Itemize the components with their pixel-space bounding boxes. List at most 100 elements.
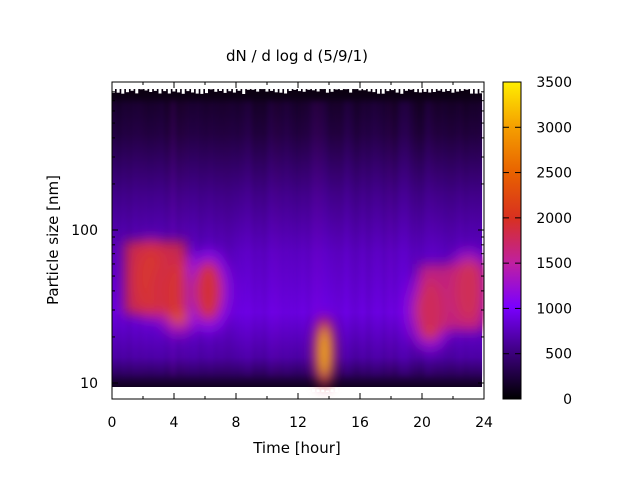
heatmap-streak [307,100,310,377]
heatmap-streak [225,100,229,377]
heatmap-edge-top [386,89,390,92]
heatmap-edge-top [177,89,181,93]
heatmap-edge-bottom [437,389,441,392]
colorbar-tick-label: 2000 [536,211,572,227]
heatmap-edge-bottom [367,388,371,392]
heatmap-streak [480,100,484,377]
y-tick-label: 10 [80,376,98,392]
x-axis-label: Time [hour] [252,439,341,457]
heatmap-streak [388,100,392,377]
heatmap-streak [139,100,142,377]
heatmap-edge-top [298,89,301,92]
heatmap-streak [345,100,348,377]
heatmap-streak [133,100,137,377]
heatmap-edge-top [358,89,362,91]
heatmap-streak [247,100,251,377]
heatmap-edge-bottom [195,388,199,392]
heatmap-edge-top [335,89,339,90]
heatmap-streak [323,100,327,377]
heatmap-streak [437,100,440,377]
heatmap-edge-bottom [200,389,204,392]
heatmap-edge-top [363,89,367,91]
heatmap-edge-bottom [153,389,157,392]
heatmap-streak [215,100,218,377]
heatmap-streak [231,100,234,377]
heatmap-edge-bottom [302,387,306,392]
heatmap-edge-top [395,89,399,93]
heatmap-edge-top [237,89,241,91]
heatmap-edge-top [214,89,218,92]
heatmap-edge-bottom [298,389,301,392]
x-tick-label: 8 [232,415,241,431]
heatmap-edge-top [446,89,450,91]
heatmap-edge-bottom [284,389,288,392]
heatmap-edge-top [460,89,464,91]
heatmap-edge-top [228,89,232,92]
heatmap-edge-bottom [139,390,143,392]
heatmap-edge-bottom [335,387,339,392]
heatmap-edge-top [400,89,404,94]
heatmap-edge-top [181,89,185,94]
colorbar-tick-label: 3500 [536,75,572,91]
heatmap-edge-bottom [116,389,120,392]
colorbar-tick-label: 3000 [536,120,572,136]
heatmap-edge-top [391,89,394,91]
heatmap-edge-top [200,89,204,94]
heatmap-edge-top [163,89,167,92]
heatmap-streak [242,100,245,377]
heatmap-edge-top [339,89,343,91]
heatmap-edge-bottom [316,389,320,392]
heatmap-edge-top [158,89,162,94]
heatmap-streak [177,100,180,377]
heatmap-edge-top [330,89,334,92]
heatmap-streak [415,100,419,377]
heatmap-edge-bottom [423,389,427,392]
heatmap-edge-bottom [186,388,190,392]
heatmap-edge-bottom [377,388,381,392]
heatmap-edge-bottom [177,387,181,392]
heatmap-edge-bottom [223,388,227,392]
heatmap-streak [383,100,386,377]
heatmap-edge-bottom [395,390,399,392]
heatmap-edge-top [456,89,460,92]
chart-title: dN / d log d (5/9/1) [226,47,368,65]
heatmap-streak [209,100,213,377]
heatmap-edge-bottom [251,388,255,392]
heatmap-edge-top [372,89,376,93]
heatmap-streak [366,100,370,377]
heatmap-streak [394,100,397,377]
heatmap-edge-bottom [400,388,404,392]
heatmap-edge-top [284,89,288,94]
heatmap-streak [187,100,191,377]
heatmap-band [124,240,187,315]
heatmap-streak [318,100,321,377]
heatmap-edge-top [274,89,278,93]
heatmap-edge-bottom [428,390,432,392]
x-tick-label: 16 [351,415,369,431]
heatmap-edge-bottom [149,390,153,392]
heatmap-edge-bottom [372,390,376,392]
heatmap-edge-top [149,89,153,92]
heatmap-streak [291,100,294,377]
heatmap-edge-bottom [414,387,418,392]
heatmap-edge-top [470,89,474,94]
heatmap-edge-bottom [256,390,260,392]
heatmap-edge-bottom [330,389,334,392]
heatmap-edge-bottom [228,389,232,392]
heatmap-edge-bottom [167,390,171,392]
heatmap-streak [404,100,408,377]
heatmap-edge-bottom [172,388,176,392]
heatmap-blob [318,325,331,378]
heatmap-edge-bottom [130,389,134,392]
colorbar-tick-label: 500 [545,347,572,363]
heatmap-edge-top [418,89,422,93]
heatmap-streak [274,100,278,377]
heatmap-edge-top [451,89,455,93]
heatmap-edge-bottom [363,389,367,392]
heatmap-streak [122,100,126,377]
heatmap-edge-bottom [232,388,236,392]
heatmap-streak [410,100,413,377]
colorbar [502,81,522,400]
heatmap-edge-bottom [191,389,195,392]
